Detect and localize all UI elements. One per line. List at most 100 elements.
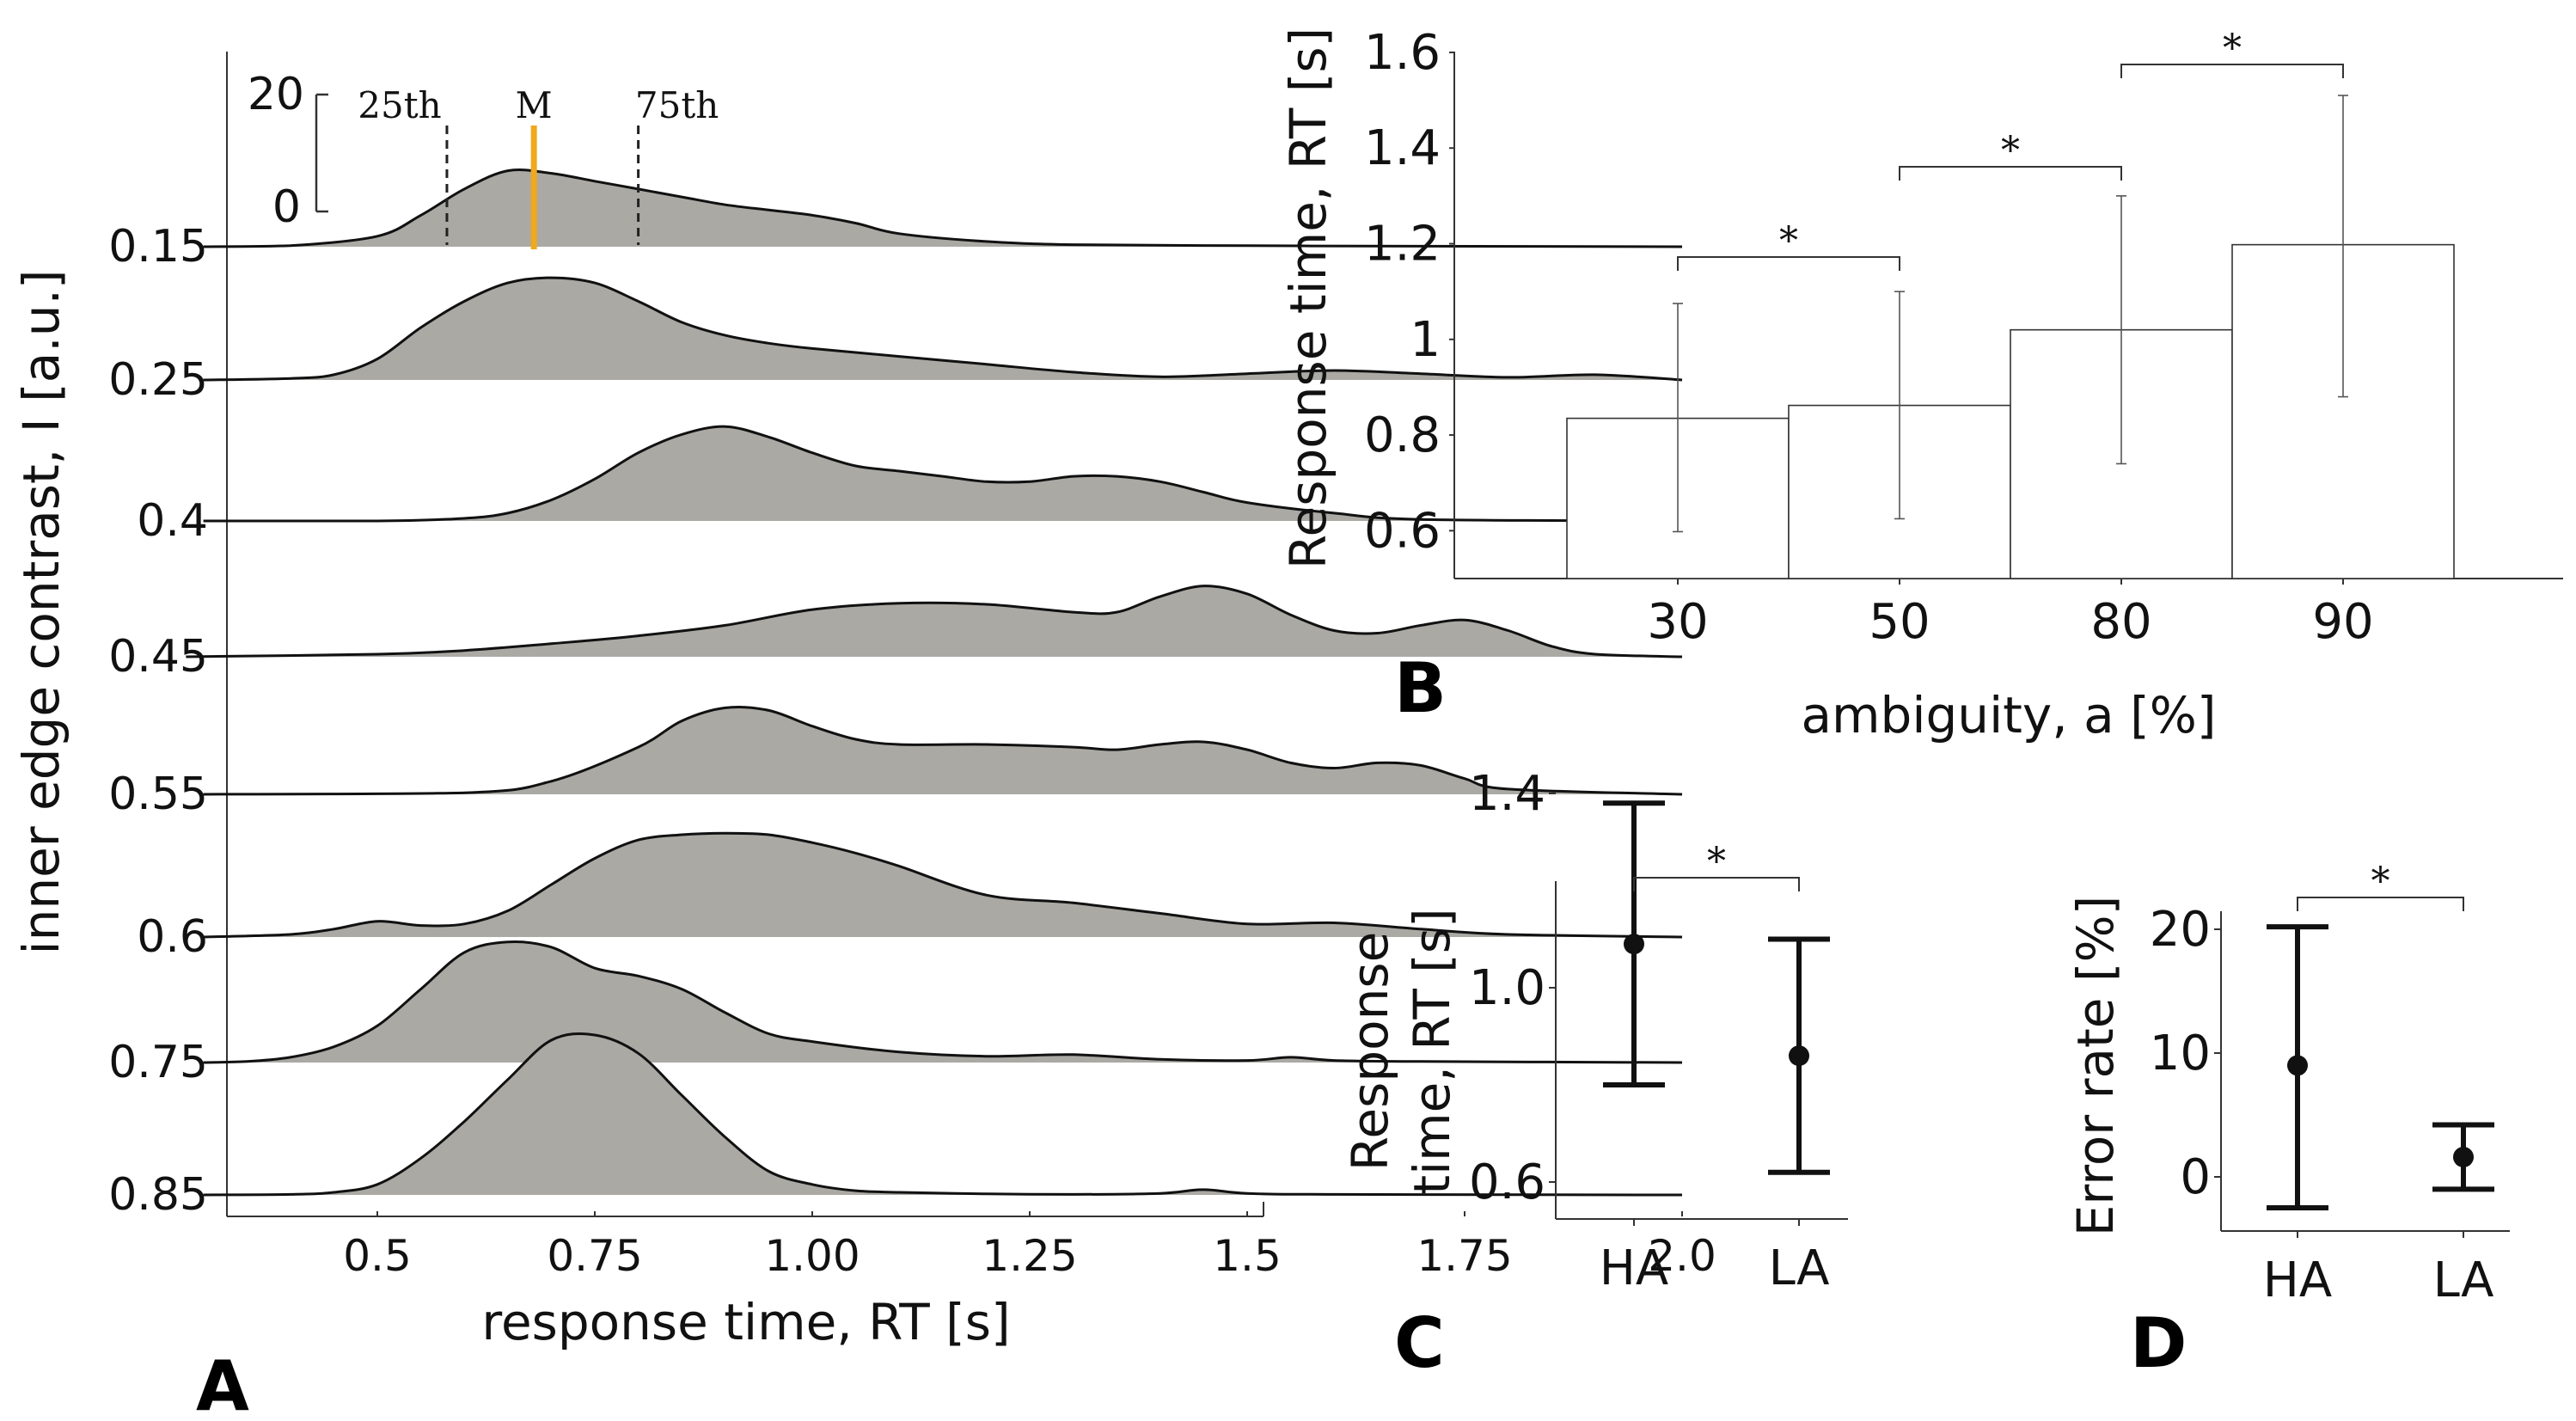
c-y-tick-label-0: 0.6 <box>1469 1155 1545 1210</box>
c-y-tick-label-2: 1.4 <box>1469 766 1545 822</box>
a-y-axis-label: inner edge contrast, I [a.u.] <box>12 269 70 954</box>
a-x-tick-label-3: 1.25 <box>982 1231 1077 1281</box>
c-y-axis-label: Response time, RT [s] <box>1341 908 1461 1194</box>
a-row-label-0.6: 0.6 <box>137 911 208 963</box>
d-marks: * <box>2267 860 2494 1210</box>
d-y-tick-label-1: 10 <box>2150 1026 2211 1081</box>
a-row-label-0.4: 0.4 <box>137 495 208 547</box>
a-x-ticks: 0.5 0.75 1.00 1.25 1.5 1.75 2.0 <box>343 1211 1716 1281</box>
b-y-tick-label-2: 1 <box>1410 312 1441 368</box>
b-x-tick-label-30: 30 <box>1647 594 1708 650</box>
a-x-axis-label: response time, RT [s] <box>481 1293 1010 1351</box>
c-y-axis-label-line1: Response <box>1341 932 1399 1172</box>
a-x-tick-label-5: 1.75 <box>1416 1231 1512 1281</box>
b-significance: * * * <box>1677 27 2344 271</box>
c-x-tick-label-HA: HA <box>1600 1240 1668 1296</box>
d-x-tick-label-HA: HA <box>2263 1253 2332 1308</box>
b-x-tick-label-80: 80 <box>2090 594 2151 650</box>
a-x-tick-label-4: 1.5 <box>1213 1231 1282 1281</box>
d-x-ticks: HA LA <box>2263 1231 2494 1308</box>
panel-c: * 0.6 1.0 1.4 HA LA Response time, RT [s] C <box>1341 766 1848 1383</box>
a-ridge-line-0.25 <box>203 276 1683 382</box>
d-y-tick-label-0: 0 <box>2180 1149 2211 1205</box>
b-sig-bracket-1 <box>1899 166 2122 181</box>
a-p75-label: 75th <box>635 84 719 126</box>
panel-label-c: C <box>1394 1303 1445 1383</box>
b-y-tick-label-5: 1.6 <box>1364 25 1441 81</box>
b-y-tick-label-0: 0.6 <box>1364 503 1441 559</box>
a-ridge-line-0.55 <box>203 705 1683 796</box>
b-sig-bracket-0 <box>1677 256 1900 271</box>
b-sig-star-0: * <box>1779 219 1798 263</box>
b-sig-star-1: * <box>2001 129 2020 173</box>
b-x-ticks: 30 50 80 90 <box>1647 579 2374 650</box>
a-ridge-line-0.75 <box>203 940 1683 1064</box>
a-ridge-fill-0.6 <box>203 833 1683 937</box>
a-ridge-fill-0.45 <box>186 585 1682 657</box>
a-ridge-fill-0.85 <box>203 1033 1683 1195</box>
a-row-label-0.25: 0.25 <box>108 354 208 406</box>
panel-label-b: B <box>1394 648 1447 728</box>
c-sig-bracket <box>1633 877 1800 891</box>
c-y-ticks: 0.6 1.0 1.4 <box>1469 766 1556 1210</box>
a-ridge-fill-0.75 <box>203 941 1683 1063</box>
b-y-tick-label-1: 0.8 <box>1364 407 1441 463</box>
a-row-label-0.75: 0.75 <box>108 1037 208 1088</box>
a-ridge-line-0.85 <box>203 1032 1683 1197</box>
c-x-tick-label-LA: LA <box>1769 1240 1830 1296</box>
d-x-tick-label-LA: LA <box>2433 1253 2494 1308</box>
a-row-label-0.15: 0.15 <box>108 221 208 273</box>
d-y-tick-label-2: 20 <box>2150 902 2211 958</box>
a-median-label: M <box>516 84 553 126</box>
panel-a: 0.15 0.25 0.4 0.45 0.55 0.6 0.75 0.85 0.5 0.75 1.… <box>12 52 1716 1421</box>
a-x-tick-label-6: 2.0 <box>1648 1231 1716 1281</box>
a-x-tick-label-2: 1.00 <box>764 1231 860 1281</box>
a-ridge-fill-0.55 <box>203 707 1683 794</box>
c-point-HA <box>1624 934 1644 955</box>
a-ridge-line-0.15 <box>203 168 1683 248</box>
panel-label-a: A <box>196 1346 249 1421</box>
a-ridge-fill-0.4 <box>203 426 1683 521</box>
a-x-tick-label-0: 0.5 <box>343 1231 412 1281</box>
d-point-HA <box>2287 1055 2308 1076</box>
b-error-bars <box>1673 95 2348 533</box>
a-row-label-0.55: 0.55 <box>108 769 208 820</box>
a-scale-bar: 20 0 <box>248 69 328 233</box>
panel-label-d: D <box>2130 1303 2187 1383</box>
a-x-tick-label-1: 0.75 <box>547 1231 642 1281</box>
a-p25-label: 25th <box>358 84 441 126</box>
d-point-LA <box>2453 1146 2474 1167</box>
a-row-label-0.85: 0.85 <box>108 1169 208 1221</box>
d-sig-bracket <box>2297 897 2464 911</box>
c-point-LA <box>1789 1045 1809 1067</box>
b-bars <box>1566 243 2455 579</box>
a-ridge-fill-0.15 <box>203 169 1683 247</box>
d-y-ticks: 0 10 20 <box>2150 902 2221 1205</box>
d-y-axis-label: Error rate [%] <box>2066 896 2125 1236</box>
a-ridge-line-0.45 <box>186 585 1683 658</box>
b-x-axis-label: ambiguity, a [%] <box>1802 686 2217 744</box>
c-x-ticks: HA LA <box>1600 1219 1830 1296</box>
panel-d: * 0 10 20 HA LA Error rate [%] D <box>2066 860 2510 1383</box>
b-sig-bracket-2 <box>2120 64 2344 78</box>
a-row-label-0.45: 0.45 <box>108 631 208 683</box>
a-scale-bottom-label: 0 <box>272 181 301 233</box>
b-x-tick-label-50: 50 <box>1869 594 1930 650</box>
panel-b: * * * 0.6 0.8 1 1.2 1.4 1.6 30 50 80 90 ambiguity,… <box>1279 25 2563 744</box>
b-y-axis-label: Response time, RT [s] <box>1279 28 1337 569</box>
b-y-ticks: 0.6 0.8 1 1.2 1.4 1.6 <box>1364 25 1454 559</box>
b-y-tick-label-4: 1.4 <box>1364 120 1441 176</box>
c-y-tick-label-1: 1.0 <box>1469 960 1545 1016</box>
b-sig-star-2: * <box>2223 27 2242 70</box>
c-y-axis-label-line2: time, RT [s] <box>1403 908 1461 1194</box>
b-x-tick-label-90: 90 <box>2312 594 2373 650</box>
d-sig-star: * <box>2371 860 2390 903</box>
c-sig-star: * <box>1707 840 1726 884</box>
b-y-tick-label-3: 1.2 <box>1364 217 1441 273</box>
a-ridge-line-0.4 <box>203 425 1683 523</box>
c-marks: * <box>1603 800 1830 1175</box>
a-scale-top-label: 20 <box>248 69 304 120</box>
a-percentile-markers: 25th M 75th <box>358 84 719 249</box>
a-ridge-fill-0.25 <box>203 278 1683 380</box>
